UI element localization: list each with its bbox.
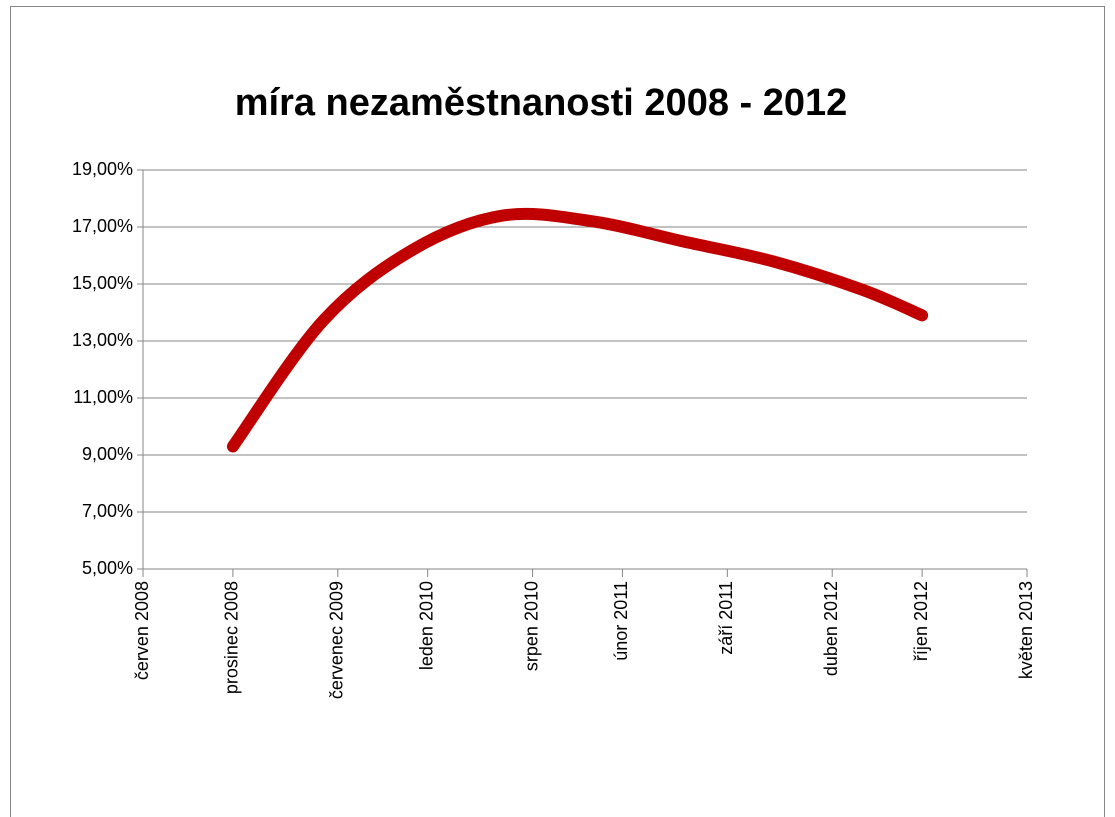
y-tick-label: 19,00%: [72, 159, 133, 179]
x-tick-label: duben 2012: [821, 581, 841, 676]
y-tick-label: 11,00%: [73, 387, 133, 407]
y-tick-label: 15,00%: [72, 273, 133, 293]
x-tick-label: červenec 2009: [327, 581, 347, 699]
x-tick-label: leden 2010: [416, 581, 436, 670]
x-tick-label: prosinec 2008: [222, 581, 242, 694]
x-tick-label: září 2011: [716, 581, 736, 655]
x-tick-label: červen 2008: [132, 581, 152, 680]
x-tick-label: říjen 2012: [911, 581, 931, 661]
y-tick-label: 9,00%: [82, 444, 133, 464]
y-tick-label: 17,00%: [72, 216, 133, 236]
chart-border: [10, 6, 1105, 817]
y-tick-label: 7,00%: [82, 501, 133, 521]
data-line: [226, 207, 929, 453]
chart-title: míra nezaměstnanosti 2008 - 2012: [235, 82, 848, 124]
y-tick-label: 5,00%: [82, 558, 133, 578]
x-tick-label: květen 2013: [1016, 581, 1036, 679]
x-tick-label: únor 2011: [611, 581, 631, 661]
x-tick-label: srpen 2010: [521, 581, 541, 671]
y-tick-label: 13,00%: [72, 330, 133, 350]
